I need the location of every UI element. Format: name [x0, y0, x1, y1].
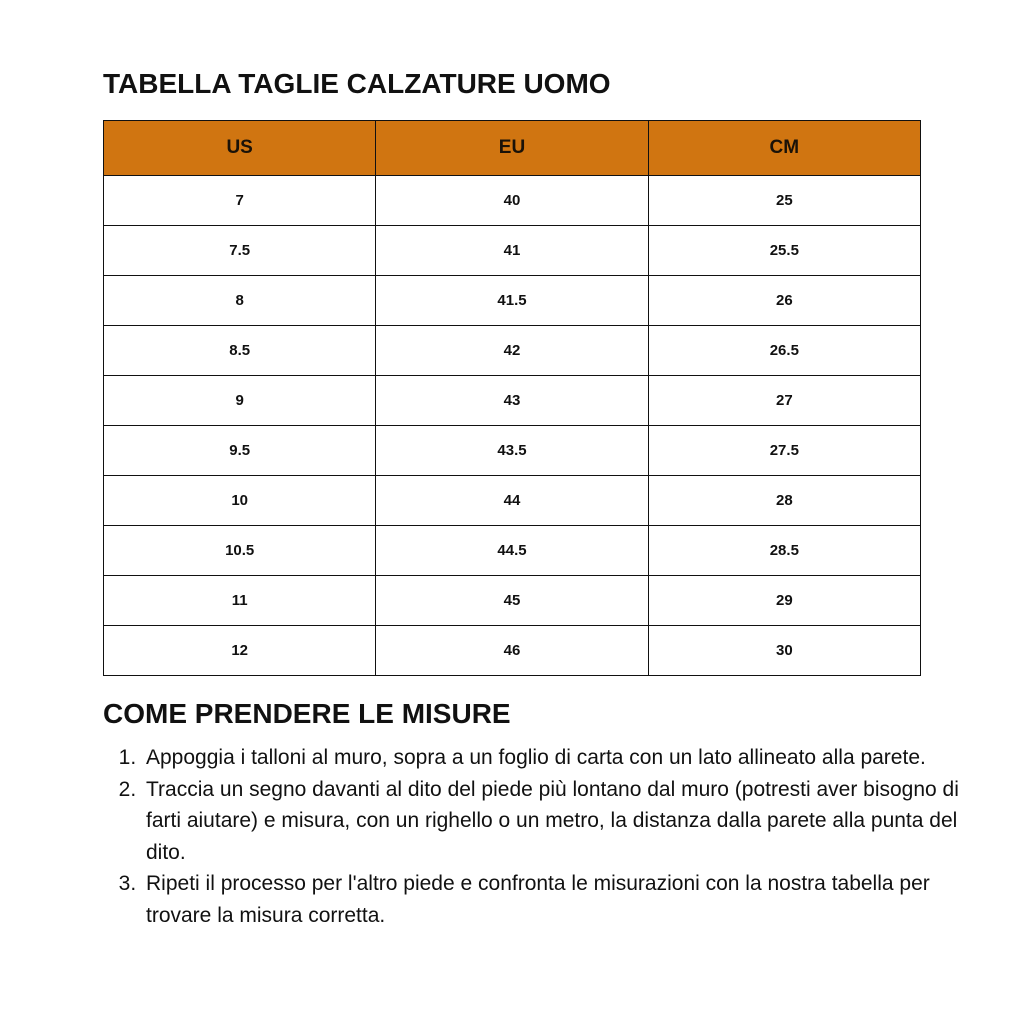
table-cell-eu: 41 [375, 225, 649, 276]
table-cell-eu: 43.5 [375, 425, 649, 476]
instruction-step: Appoggia i talloni al muro, sopra a un f… [142, 742, 962, 774]
table-cell-cm: 27 [647, 375, 922, 426]
table-row: 11 45 29 [102, 575, 922, 626]
table-cell-us: 7.5 [102, 225, 377, 276]
table-cell-us: 10 [102, 475, 377, 526]
instructions-list: Appoggia i talloni al muro, sopra a un f… [118, 742, 962, 931]
instruction-step: Ripeti il processo per l'altro piede e c… [142, 868, 962, 931]
table-row: 7 40 25 [102, 175, 922, 226]
table-cell-cm: 30 [647, 625, 922, 676]
table-row: 12 46 30 [102, 625, 922, 676]
table-cell-cm: 25 [647, 175, 922, 226]
table-cell-us: 9 [102, 375, 377, 426]
table-cell-us: 8 [102, 275, 377, 326]
table-cell-eu: 46 [375, 625, 649, 676]
column-header-eu: EU [375, 120, 649, 176]
table-cell-cm: 26 [647, 275, 922, 326]
table-row: 10.5 44.5 28.5 [102, 525, 922, 576]
table-cell-us: 7 [102, 175, 377, 226]
table-cell-cm: 29 [647, 575, 922, 626]
table-cell-eu: 41.5 [375, 275, 649, 326]
table-header-row: US EU CM [102, 120, 922, 176]
size-table: US EU CM 7 40 25 7.5 41 25.5 8 41.5 26 8.5 42 26.5 9 43… [102, 120, 922, 676]
table-cell-cm: 28.5 [647, 525, 922, 576]
table-row: 9 43 27 [102, 375, 922, 426]
table-cell-eu: 40 [375, 175, 649, 226]
table-cell-cm: 25.5 [647, 225, 922, 276]
column-header-us: US [102, 120, 377, 176]
instruction-step: Traccia un segno davanti al dito del pie… [142, 774, 962, 869]
table-cell-cm: 26.5 [647, 325, 922, 376]
table-cell-us: 8.5 [102, 325, 377, 376]
table-cell-cm: 27.5 [647, 425, 922, 476]
table-cell-eu: 43 [375, 375, 649, 426]
table-cell-us: 11 [102, 575, 377, 626]
table-row: 8.5 42 26.5 [102, 325, 922, 376]
page-title: TABELLA TAGLIE CALZATURE UOMO [103, 68, 611, 99]
table-row: 8 41.5 26 [102, 275, 922, 326]
table-cell-cm: 28 [647, 475, 922, 526]
table-cell-eu: 44 [375, 475, 649, 526]
table-cell-us: 9.5 [102, 425, 377, 476]
table-cell-eu: 45 [375, 575, 649, 626]
table-cell-eu: 44.5 [375, 525, 649, 576]
table-row: 9.5 43.5 27.5 [102, 425, 922, 476]
table-row: 7.5 41 25.5 [102, 225, 922, 276]
table-cell-us: 10.5 [102, 525, 377, 576]
instructions-title: COME PRENDERE LE MISURE [103, 698, 511, 729]
table-cell-us: 12 [102, 625, 377, 676]
column-header-cm: CM [647, 120, 922, 176]
table-cell-eu: 42 [375, 325, 649, 376]
table-row: 10 44 28 [102, 475, 922, 526]
